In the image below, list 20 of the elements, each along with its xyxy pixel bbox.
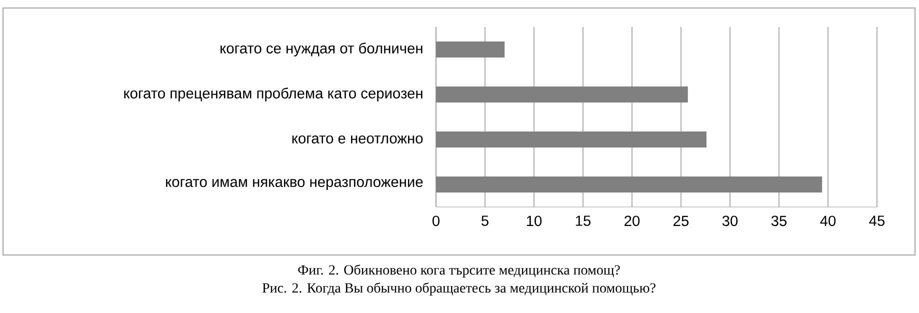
y-tick-label: когато имам някакво неразположение	[166, 179, 423, 190]
bar	[436, 86, 688, 102]
x-tick-label: 0	[432, 216, 440, 226]
y-tick-label: когато е неотложно	[292, 135, 423, 144]
bar	[436, 41, 505, 58]
bar	[436, 131, 706, 148]
x-tick-label: 25	[674, 216, 689, 226]
y-tick-label: когато се нуждая от болничен	[220, 42, 422, 56]
x-tick-label: 40	[820, 216, 836, 226]
x-tick-label: 20	[624, 216, 640, 226]
x-tick-label: 35	[771, 216, 787, 226]
bar	[436, 176, 822, 192]
x-tick-label: 15	[576, 216, 591, 226]
text: Рис. 2. Когда Вы обычно обращаетесь за медицинской помощью?	[262, 282, 656, 296]
x-tick-label: 45	[869, 216, 885, 226]
x-tick-label: 5	[482, 216, 488, 226]
x-tick-label: 10	[526, 216, 542, 226]
text: Фиг. 2. Обикновено кога търсите медицинска помощ?	[298, 264, 620, 278]
y-tick-label: когато преценявам проблема като сериозен	[124, 88, 422, 102]
x-tick-label: 30	[722, 216, 738, 226]
